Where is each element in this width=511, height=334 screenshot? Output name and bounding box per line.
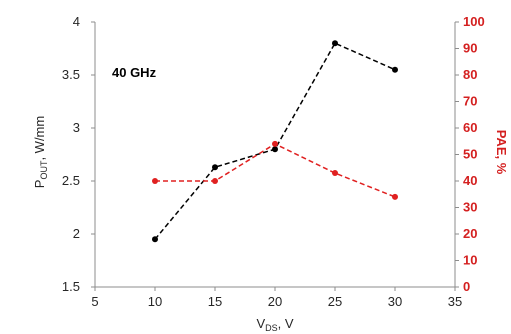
x-tick-label: 20 [268,294,282,309]
x-tick-label: 25 [328,294,342,309]
x-axis-title: VDS, V [256,316,293,333]
pae-data-point [392,193,398,200]
left-tick-label: 4 [73,14,80,29]
right-tick-label: 60 [463,120,477,135]
pae-data-point [212,178,218,184]
pout-data-point [332,40,338,47]
left-tick-label: 2.5 [62,173,80,188]
right-tick-label: 30 [463,200,477,215]
left-axis-ticks: 1.5 2 2.5 3 3.5 4 [62,14,95,294]
x-tick-label: 15 [208,294,222,309]
left-tick-label: 3.5 [62,67,80,82]
right-tick-label: 0 [463,279,470,294]
right-y-axis-title: PAE, % [494,130,509,175]
pae-data-point [272,140,278,147]
left-y-axis-title: POUT, W/mm [32,116,49,188]
right-tick-label: 90 [463,41,477,56]
pae-data-point [332,170,338,177]
right-tick-label: 70 [463,94,477,109]
frequency-annotation: 40 GHz [112,65,157,80]
pout-data-point [212,164,218,171]
pout-data-point [272,146,278,153]
right-tick-label: 20 [463,226,477,241]
right-tick-label: 50 [463,147,477,162]
right-tick-label: 10 [463,253,477,268]
pout-data-point [392,66,398,73]
x-tick-label: 30 [388,294,402,309]
x-tick-label: 35 [448,294,462,309]
right-tick-label: 80 [463,67,477,82]
x-tick-label: 5 [91,294,98,309]
right-tick-label: 100 [463,14,485,29]
series-layer [152,40,398,243]
pout-data-point [152,236,158,243]
left-tick-label: 3 [73,120,80,135]
pae-data-point [152,178,158,184]
left-tick-label: 1.5 [62,279,80,294]
x-axis-ticks: 5 10 15 20 25 30 35 [91,287,462,309]
left-tick-label: 2 [73,226,80,241]
x-tick-label: 10 [148,294,162,309]
right-axis-ticks: 0 10 20 30 40 50 60 70 80 90 100 [455,14,485,294]
right-tick-label: 40 [463,173,477,188]
